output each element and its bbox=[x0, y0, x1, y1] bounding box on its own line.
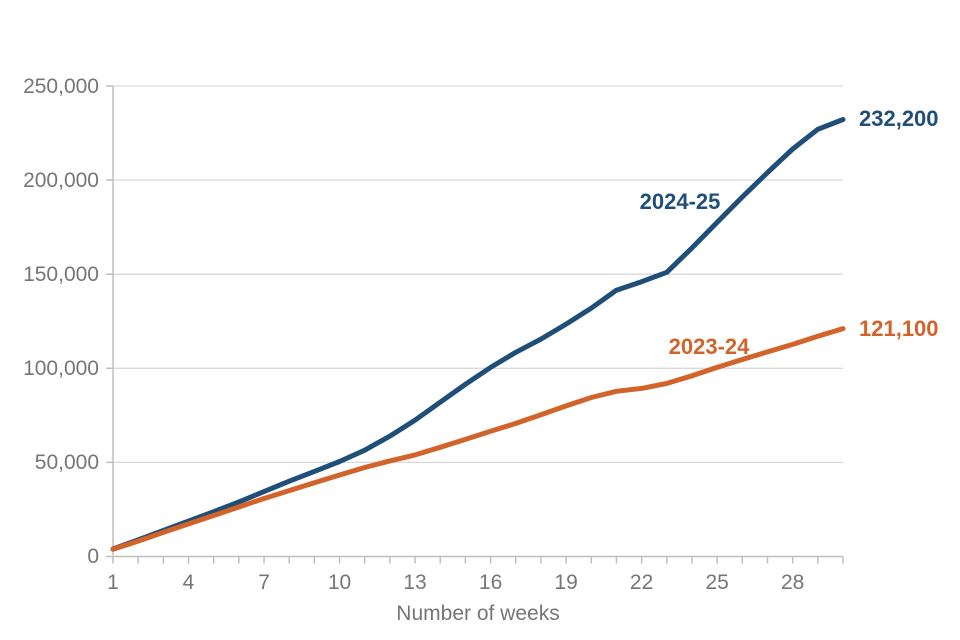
x-axis-tick-label: 25 bbox=[705, 571, 729, 594]
axis-ticks bbox=[106, 85, 844, 564]
x-axis-tick-label: 22 bbox=[629, 571, 654, 594]
series-line-2023-24 bbox=[110, 326, 846, 552]
y-axis-tick-label: 200,000 bbox=[23, 168, 99, 192]
x-axis-tick-label: 16 bbox=[478, 571, 503, 594]
x-axis-tick-label: 19 bbox=[554, 571, 578, 594]
x-axis-tick-label: 1 bbox=[107, 571, 119, 594]
series-lines bbox=[110, 117, 846, 552]
y-axis-tick-label: 100,000 bbox=[23, 356, 99, 380]
x-axis-tick-label: 10 bbox=[327, 571, 352, 594]
x-axis-tick-label: 7 bbox=[258, 571, 270, 594]
series-label-2024-25: 2024-25 bbox=[639, 189, 721, 214]
x-axis-title: Number of weeks bbox=[396, 602, 560, 625]
x-axis-tick-label: 4 bbox=[182, 571, 195, 594]
series-end-value-label-2024-25: 232,200 bbox=[859, 106, 939, 132]
y-axis-tick-label: 250,000 bbox=[23, 74, 99, 98]
series-line-2024-25 bbox=[110, 117, 846, 552]
series-end-value-label-2023-24: 121,100 bbox=[859, 315, 939, 341]
y-axis-tick-label: 50,000 bbox=[34, 450, 99, 474]
axes bbox=[112, 86, 843, 558]
y-axis-tick-label: 0 bbox=[87, 545, 99, 568]
x-axis-tick-label: 13 bbox=[403, 571, 427, 594]
x-axis-tick-label: 28 bbox=[780, 571, 805, 594]
series-label-2023-24: 2023-24 bbox=[668, 334, 750, 359]
y-axis-tick-label: 150,000 bbox=[23, 262, 99, 286]
